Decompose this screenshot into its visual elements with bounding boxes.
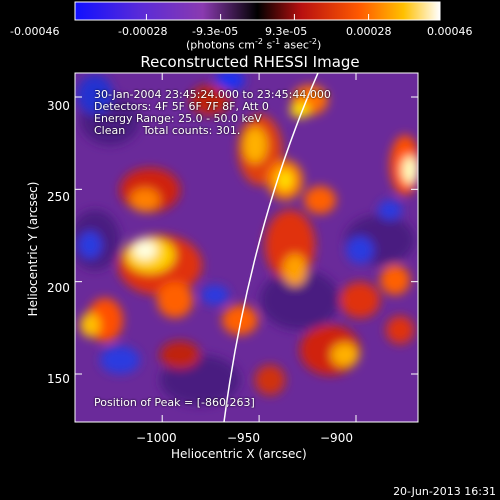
time-range-text: 30-Jan-2004 23:45:24.000 to 23:45:44.000	[94, 88, 331, 101]
unit-part: s	[262, 38, 273, 52]
peak-position-text: Position of Peak = [-860,263]	[94, 396, 255, 409]
intensity-blob	[378, 200, 402, 220]
intensity-blob	[80, 313, 100, 337]
intensity-blob	[190, 85, 230, 115]
intensity-blob	[133, 240, 157, 260]
intensity-blob	[340, 282, 380, 318]
x-tick-label: −1000	[136, 431, 177, 445]
unit-exponent: -2	[308, 37, 317, 46]
x-tick-label: −950	[227, 431, 260, 445]
y-tick-label: 300	[47, 99, 70, 113]
intensity-blob	[304, 186, 336, 214]
intensity-blob	[402, 156, 418, 184]
intensity-blob	[215, 73, 245, 90]
y-tick-label: 250	[47, 190, 70, 204]
detectors-text: Detectors: 4F 5F 6F 7F 8F, Att 0	[94, 100, 269, 113]
image-intensity-map	[75, 73, 418, 405]
intensity-blob	[386, 316, 414, 344]
intensity-blob	[78, 231, 102, 259]
y-tick-label: 200	[47, 281, 70, 295]
colorbar	[74, 1, 441, 21]
intensity-blob	[277, 170, 293, 190]
colorbar-unit-label: (photons cm-2 s-1 asec-2)	[186, 37, 321, 52]
intensity-blob	[255, 365, 285, 395]
x-axis-label: Heliocentric X (arcsec)	[171, 447, 307, 461]
unit-part: )	[316, 38, 322, 52]
colorbar-tick-label: -9.3e-05	[192, 25, 239, 38]
colorbar-tick-label: 9.3e-05	[265, 25, 308, 38]
unit-part: asec	[280, 38, 309, 52]
intensity-blob	[100, 346, 140, 374]
intensity-blob	[157, 282, 193, 318]
energy-range-text: Energy Range: 25.0 - 50.0 keV	[94, 112, 262, 125]
intensity-blob	[380, 265, 410, 295]
intensity-blob	[77, 75, 113, 115]
y-axis-label: Heliocentric Y (arcsec)	[26, 181, 40, 317]
footer-date: 20-Jun-2013 16:31	[393, 485, 496, 498]
intensity-blob	[331, 343, 359, 367]
unit-exponent: -1	[272, 37, 281, 46]
colorbar-tick-label: 0.00046	[427, 25, 473, 38]
intensity-blob	[243, 127, 267, 163]
unit-part: (photons cm	[186, 38, 255, 52]
colorbar-tick-label: -0.00046	[10, 25, 60, 38]
intensity-blob	[290, 102, 310, 118]
colorbar-tick-label: 0.00028	[346, 25, 392, 38]
intensity-blob	[260, 270, 340, 330]
colorbar-ticks	[74, 14, 441, 20]
unit-exponent: -2	[254, 37, 263, 46]
intensity-blob	[222, 305, 258, 335]
plot-title: Reconstructed RHESSI Image	[140, 53, 360, 71]
intensity-blob	[130, 188, 160, 212]
intensity-blob	[201, 285, 229, 305]
clean-counts-text: Clean Total counts: 301.	[94, 124, 241, 137]
colorbar-tick-label: -0.00028	[118, 25, 168, 38]
x-tick-label: −900	[320, 431, 353, 445]
intensity-blob	[346, 236, 374, 264]
y-tick-label: 150	[47, 372, 70, 386]
intensity-blob	[283, 254, 307, 286]
intensity-blob	[160, 341, 200, 369]
colorbar-gradient	[74, 1, 441, 21]
plot-frame	[74, 72, 419, 423]
solar-limb-curve	[223, 73, 319, 422]
axis-ticks	[75, 73, 418, 422]
